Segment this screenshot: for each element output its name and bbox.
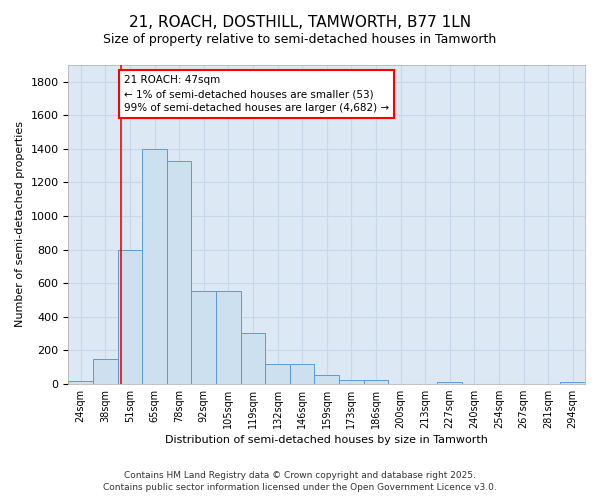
Text: Contains HM Land Registry data © Crown copyright and database right 2025.
Contai: Contains HM Land Registry data © Crown c… — [103, 471, 497, 492]
Bar — [167, 160, 191, 384]
Text: Size of property relative to semi-detached houses in Tamworth: Size of property relative to semi-detach… — [103, 32, 497, 46]
Bar — [93, 358, 118, 384]
Bar — [560, 382, 585, 384]
Bar — [68, 381, 93, 384]
Bar — [339, 380, 364, 384]
Text: 21 ROACH: 47sqm
← 1% of semi-detached houses are smaller (53)
99% of semi-detach: 21 ROACH: 47sqm ← 1% of semi-detached ho… — [124, 75, 389, 113]
Bar — [216, 292, 241, 384]
Text: 21, ROACH, DOSTHILL, TAMWORTH, B77 1LN: 21, ROACH, DOSTHILL, TAMWORTH, B77 1LN — [129, 15, 471, 30]
Bar — [191, 292, 216, 384]
Bar — [314, 376, 339, 384]
Bar — [290, 364, 314, 384]
Bar — [437, 382, 462, 384]
Bar — [142, 149, 167, 384]
Bar — [364, 380, 388, 384]
Bar — [265, 364, 290, 384]
Y-axis label: Number of semi-detached properties: Number of semi-detached properties — [15, 122, 25, 328]
Bar — [241, 334, 265, 384]
X-axis label: Distribution of semi-detached houses by size in Tamworth: Distribution of semi-detached houses by … — [165, 435, 488, 445]
Bar — [118, 250, 142, 384]
